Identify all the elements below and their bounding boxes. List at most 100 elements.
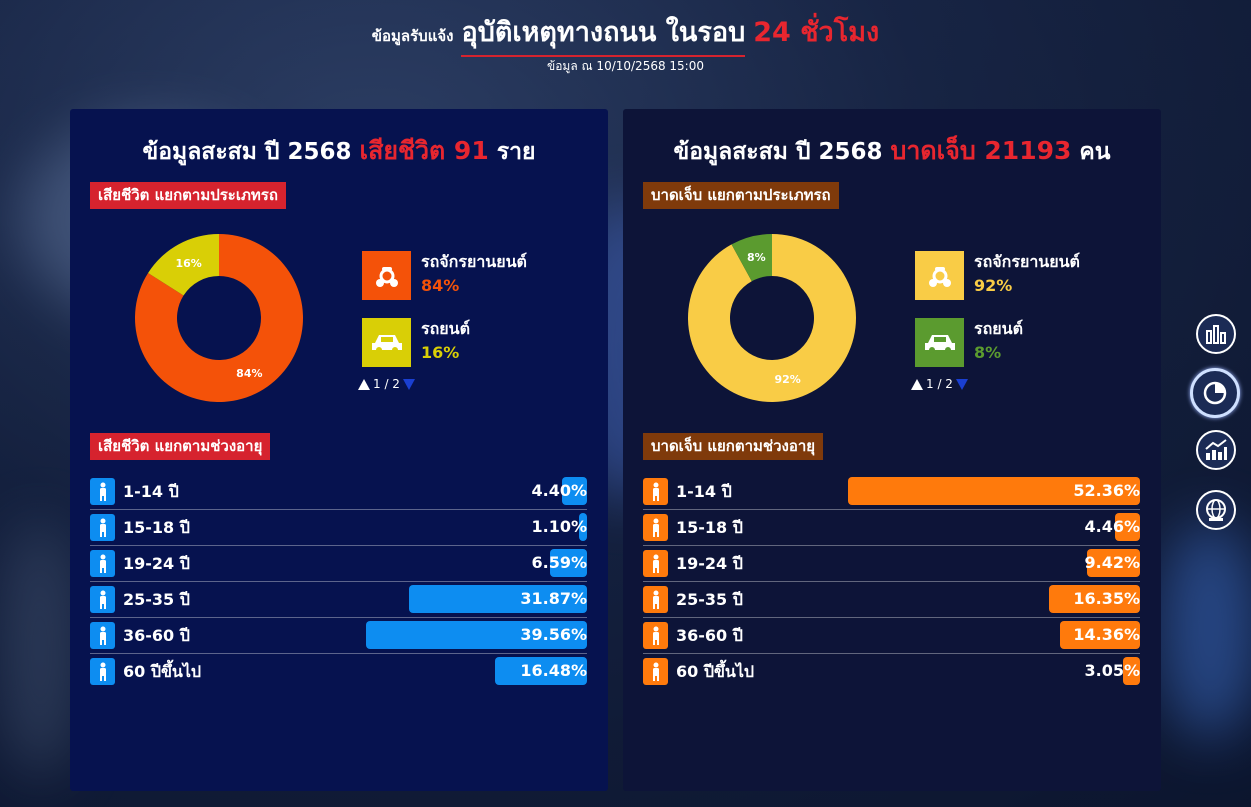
legend-item-car[interactable]: รถยนต์ 8% [915,318,1023,367]
pager-up-icon[interactable] [358,378,370,390]
age-label: 25-35 ปี [123,590,190,609]
injuries-donut-chart: 92% 8% [688,234,856,402]
legend-label: รถยนต์ [421,319,470,338]
age-row[interactable]: 25-35 ปี 16.35% [643,582,1140,618]
age-row[interactable]: 60 ปีขึ้นไป 3.05% [643,654,1140,690]
elderly-icon [90,658,115,685]
age-value: 1.10% [531,517,587,536]
age-value: 52.36% [1073,481,1140,500]
age-bar [550,549,587,577]
age-row[interactable]: 36-60 ปี 39.56% [90,618,587,654]
age-value: 31.87% [520,589,587,608]
legend-label: รถจักรยานยนต์ [421,252,527,271]
donut-label: 16% [175,257,201,270]
legend-item-motorcycle[interactable]: รถจักรยานยนต์ 84% [362,251,527,300]
age-label: 60 ปีขึ้นไป [676,662,755,681]
age-value: 14.36% [1073,625,1140,644]
legend-item-car[interactable]: รถยนต์ 16% [362,318,470,367]
pie-chart-button[interactable] [1190,368,1240,418]
car-icon [915,318,964,367]
legend-label: รถยนต์ [974,319,1023,338]
pager-text: 1 / 2 [926,377,953,391]
teen-icon [90,514,115,541]
legend-item-motorcycle[interactable]: รถจักรยานยนต์ 92% [915,251,1080,300]
legend-pager: 1 / 2 [358,377,415,391]
as-of-timestamp: ข้อมูล ณ 10/10/2568 15:00 [547,59,704,73]
age-label: 15-18 ปี [123,518,190,537]
age-label: 25-35 ปี [676,590,743,609]
age-label: 19-24 ปี [676,554,743,573]
pager-up-icon[interactable] [911,378,923,390]
walking-person-icon [90,586,115,613]
walking-person-icon [643,586,668,613]
age-row[interactable]: 25-35 ปี 31.87% [90,582,587,618]
pager-text: 1 / 2 [373,377,400,391]
page-header: ข้อมูลรับแจ้ง อุบัติเหตุทางถนน ในรอบ 24 … [0,10,1251,76]
donut-slice[interactable] [148,234,219,296]
child-icon [643,478,668,505]
age-label: 1-14 ปี [676,482,732,501]
donut-slice[interactable] [688,234,856,402]
title-highlight: 24 ชั่วโมง [753,17,880,48]
walking-person-icon [90,550,115,577]
pager-down-icon[interactable] [402,378,415,390]
deaths-panel: ข้อมูลสะสม ปี 2568 เสียชีวิต 91 ราย เสีย… [70,109,608,791]
age-row[interactable]: 19-24 ปี 9.42% [643,546,1140,582]
age-value: 16.48% [520,661,587,680]
deaths-donut-chart: 84% 16% [134,234,303,402]
age-bar [409,585,587,613]
age-bar [366,621,587,649]
legend-percent: 8% [974,343,1002,362]
heading-prefix: ข้อมูลสะสม ปี 2568 [142,139,352,165]
pager-down-icon[interactable] [955,378,968,390]
age-value: 6.59% [531,553,587,572]
deaths-heading: ข้อมูลสะสม ปี 2568 เสียชีวิต 91 ราย [70,131,608,171]
walking-person-icon [90,622,115,649]
deaths-age-tag: เสียชีวิต แยกตามช่วงอายุ [90,433,271,460]
heading-prefix: ข้อมูลสะสม ปี 2568 [673,139,883,165]
age-row[interactable]: 15-18 ปี 1.10% [90,510,587,546]
age-row[interactable]: 36-60 ปี 14.36% [643,618,1140,654]
walking-person-icon [643,622,668,649]
teen-icon [643,514,668,541]
trend-chart-button[interactable] [1196,430,1236,470]
age-value: 4.40% [531,481,587,500]
age-value: 16.35% [1073,589,1140,608]
age-row[interactable]: 19-24 ปี 6.59% [90,546,587,582]
globe-button[interactable] [1196,490,1236,530]
age-row[interactable]: 1-14 ปี 4.40% [90,474,587,510]
age-bar [1087,549,1140,577]
pie-chart-icon [1203,381,1227,405]
donut-label: 92% [774,373,800,386]
legend-pager: 1 / 2 [911,377,968,391]
bar-chart-button[interactable] [1196,314,1236,354]
age-value: 39.56% [520,625,587,644]
background-blur [0,520,80,780]
heading-highlight: เสียชีวิต 91 [359,136,489,165]
age-row[interactable]: 1-14 ปี 52.36% [643,474,1140,510]
age-row[interactable]: 60 ปีขึ้นไป 16.48% [90,654,587,690]
deaths-type-tag: เสียชีวิต แยกตามประเภทรถ [90,182,286,209]
age-value: 9.42% [1084,553,1140,572]
walking-person-icon [643,550,668,577]
donut-slice[interactable] [134,234,303,402]
page-title: ข้อมูลรับแจ้ง อุบัติเหตุทางถนน ในรอบ 24 … [0,10,1251,57]
age-label: 19-24 ปี [123,554,190,573]
age-value: 4.46% [1084,517,1140,536]
age-bar [1059,621,1140,649]
age-bar [562,477,587,505]
injuries-heading: ข้อมูลสะสม ปี 2568 บาดเจ็บ 21193 คน [623,131,1161,171]
heading-suffix: ราย [496,139,536,165]
child-icon [90,478,115,505]
elderly-icon [643,658,668,685]
age-row[interactable]: 15-18 ปี 4.46% [643,510,1140,546]
age-value: 3.05% [1084,661,1140,680]
heading-highlight: บาดเจ็บ 21193 [890,136,1072,165]
age-bar [579,513,587,541]
donut-label: 8% [747,251,766,264]
trend-chart-icon [1205,439,1227,460]
injuries-panel: ข้อมูลสะสม ปี 2568 บาดเจ็บ 21193 คน บาดเ… [623,109,1161,791]
donut-slice[interactable] [731,234,772,282]
age-label: 1-14 ปี [123,482,179,501]
motorcycle-icon [362,251,411,300]
